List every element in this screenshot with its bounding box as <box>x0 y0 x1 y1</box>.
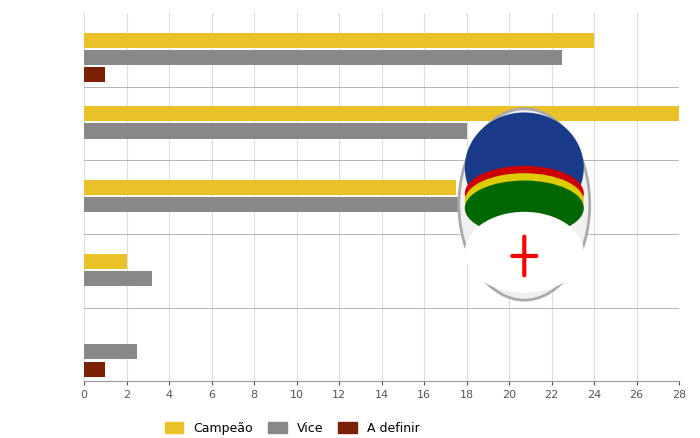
Bar <box>84 254 127 268</box>
Bar <box>84 50 562 65</box>
Bar <box>84 106 679 121</box>
Ellipse shape <box>459 109 589 300</box>
Bar <box>84 271 152 286</box>
Bar <box>84 67 105 82</box>
Ellipse shape <box>465 180 584 236</box>
Ellipse shape <box>465 166 584 221</box>
Ellipse shape <box>465 113 584 223</box>
Bar <box>84 361 105 377</box>
Ellipse shape <box>465 173 584 228</box>
Legend: Campeão, Vice, A definir: Campeão, Vice, A definir <box>158 416 426 438</box>
Bar <box>84 197 509 212</box>
Bar <box>84 124 466 138</box>
Bar <box>84 33 594 48</box>
Ellipse shape <box>465 212 584 293</box>
Bar <box>84 344 137 359</box>
Bar <box>84 180 456 195</box>
